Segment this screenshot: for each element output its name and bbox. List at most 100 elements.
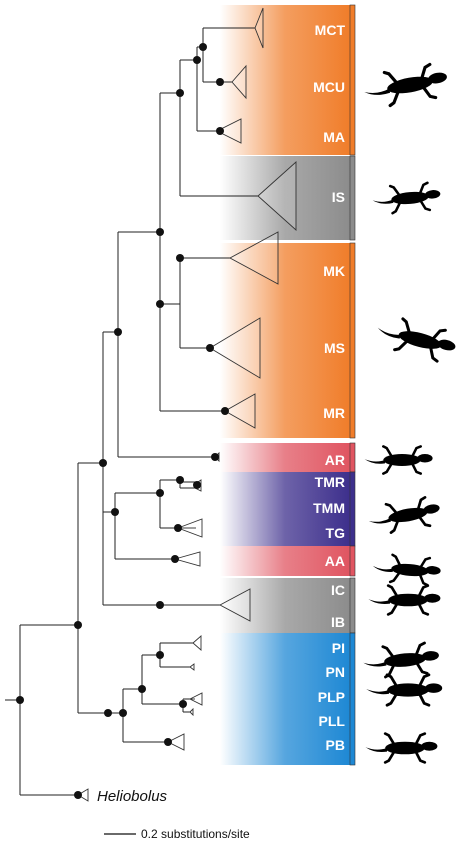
node-support-dot — [221, 407, 229, 415]
node-support-dot — [111, 508, 119, 516]
tree-branch — [103, 232, 215, 458]
node-support-dot — [216, 127, 224, 135]
node-support-dot — [119, 709, 127, 717]
clade-label-ic: IC — [331, 582, 345, 598]
tree-branch — [20, 463, 108, 714]
tree-branch — [159, 642, 193, 668]
clade-label-mcu: MCU — [313, 79, 345, 95]
tree-branch — [108, 689, 168, 743]
lizard-silhouette-icon — [367, 584, 442, 616]
clade-label-pn: PN — [326, 664, 345, 680]
clade-label-pll: PLL — [319, 713, 346, 729]
lizard-silhouette-icon — [360, 640, 442, 681]
collapsed-clade-triangle — [192, 635, 202, 651]
clade-label-mr: MR — [323, 405, 345, 421]
clade-band — [220, 243, 350, 438]
node-support-dot — [156, 489, 164, 497]
clade-label-ar: AR — [325, 452, 345, 468]
tree-branch — [160, 257, 230, 349]
node-support-dot — [74, 791, 82, 799]
node-support-dot — [176, 254, 184, 262]
clade-label-ib: IB — [331, 614, 345, 630]
collapsed-clade-triangle — [188, 692, 203, 706]
clade-bar — [349, 577, 356, 634]
node-support-dot — [193, 56, 201, 64]
tree-branch — [115, 480, 178, 529]
clade-bar — [349, 242, 356, 439]
clade-label-tg: TG — [326, 525, 346, 541]
collapsed-clade-triangle — [189, 663, 195, 671]
clade-label-tmr: TMR — [315, 474, 345, 490]
lizard-silhouette-icon — [364, 732, 439, 764]
node-support-dot — [193, 481, 201, 489]
clade-band — [220, 443, 350, 472]
collapsed-clade-triangle — [209, 317, 261, 379]
lizard-silhouette-icon — [360, 60, 452, 112]
node-support-dot — [171, 555, 179, 563]
node-support-dot — [179, 700, 187, 708]
collapsed-clade-triangle — [229, 231, 279, 285]
clade-label-pi: PI — [332, 640, 345, 656]
scale-bar-label: 0.2 substitutions/site — [141, 827, 250, 841]
node-support-dot — [216, 78, 224, 86]
clade-band — [220, 578, 350, 633]
collapsed-clade-triangle — [219, 588, 251, 622]
node-support-dot — [104, 709, 112, 717]
tree-branch — [78, 332, 160, 606]
clade-label-aa: AA — [325, 553, 345, 569]
node-support-dot — [114, 328, 122, 336]
lizard-silhouette-icon — [370, 551, 443, 588]
collapsed-clade-triangle — [166, 733, 185, 751]
clade-bar — [349, 4, 356, 156]
clade-label-ma: MA — [323, 129, 345, 145]
clade-band — [220, 156, 350, 240]
tree-branch — [5, 625, 78, 796]
collapsed-clade-triangle — [173, 551, 201, 567]
node-support-dot — [206, 344, 214, 352]
collapsed-clade-triangle — [257, 160, 297, 232]
tree-branch — [118, 93, 225, 412]
clade-label-mct: MCT — [315, 22, 346, 38]
node-support-dot — [199, 43, 207, 51]
collapsed-clade-triangle — [254, 7, 264, 49]
node-support-dot — [176, 476, 184, 484]
node-support-dot — [164, 738, 172, 746]
lizard-silhouette-icon — [364, 673, 444, 707]
lizard-silhouette-icon — [363, 445, 434, 475]
node-support-dot — [74, 621, 82, 629]
node-support-dot — [211, 453, 219, 461]
collapsed-clade-triangle — [215, 118, 242, 144]
node-support-dot — [156, 228, 164, 236]
node-support-dot — [174, 524, 182, 532]
collapsed-clade-triangle — [176, 518, 203, 538]
clade-label-pb: PB — [326, 737, 345, 753]
tree-branch — [103, 493, 175, 560]
collapsed-clade-triangle — [189, 707, 194, 717]
collapsed-clade-triangle — [231, 64, 247, 100]
lizard-silhouette-icon — [365, 493, 444, 538]
collapsed-clade-triangle — [77, 788, 89, 802]
node-support-dot — [156, 601, 164, 609]
clade-band — [220, 546, 350, 576]
clade-bar — [349, 471, 356, 547]
collapsed-clade-triangle — [224, 393, 256, 429]
node-support-dot — [156, 300, 164, 308]
clade-bar — [349, 442, 356, 473]
clade-band — [220, 472, 350, 546]
clade-bar — [349, 155, 356, 241]
clade-band — [220, 633, 350, 765]
lizard-silhouette-icon — [370, 180, 443, 217]
tree-branch — [123, 654, 183, 705]
node-support-dot — [176, 89, 184, 97]
clade-label-ms: MS — [324, 340, 345, 356]
node-support-dot — [16, 696, 24, 704]
outgroup-label: Heliobolus — [97, 788, 168, 805]
clade-bar — [349, 632, 356, 766]
node-support-dot — [99, 459, 107, 467]
tree-branch — [160, 479, 198, 489]
node-support-dot — [138, 685, 146, 693]
clade-bar — [349, 545, 356, 577]
node-support-dot — [156, 651, 164, 659]
lizard-silhouette-icon — [371, 311, 461, 367]
